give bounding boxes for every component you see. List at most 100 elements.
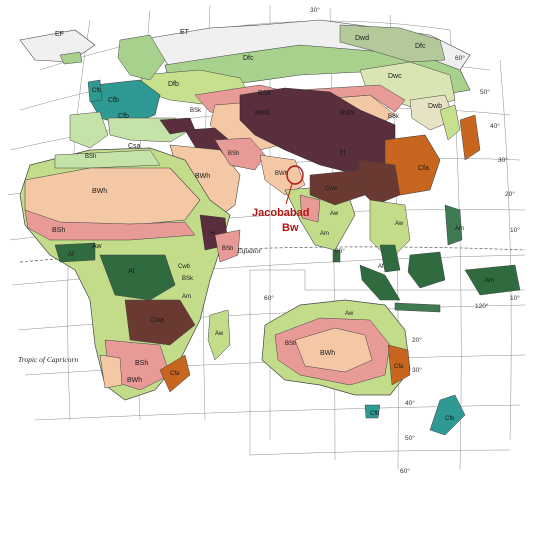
climate-label: BSk bbox=[182, 276, 194, 282]
climate-label: Am bbox=[455, 226, 464, 232]
lat-tick: 20° bbox=[412, 336, 422, 344]
climate-label: BSh bbox=[135, 360, 148, 367]
region-bsh-sahel bbox=[24, 209, 196, 241]
jacobabad-label: Jacobabad bbox=[252, 207, 309, 219]
region-csa-north-africa bbox=[54, 149, 161, 169]
region-scandinavia bbox=[117, 34, 166, 81]
climate-label: BSh bbox=[228, 151, 239, 157]
climate-label: ET bbox=[180, 29, 190, 36]
climate-label: Am bbox=[182, 294, 191, 300]
lat-tick: 40° bbox=[405, 399, 415, 407]
region-bsh-horn bbox=[214, 229, 241, 263]
climate-label: BWk bbox=[255, 110, 270, 117]
region-tasmania bbox=[364, 404, 381, 419]
climate-label: Dwb bbox=[428, 103, 442, 110]
region-iceland bbox=[59, 51, 83, 65]
region-af-west bbox=[54, 242, 96, 263]
climate-label: BWk bbox=[340, 110, 355, 117]
climate-label: BSk bbox=[190, 108, 202, 114]
lat-tick: 60° bbox=[400, 467, 410, 475]
jacobabad-marker bbox=[286, 165, 304, 185]
climate-label: Af bbox=[128, 268, 135, 275]
region-bwh-australia bbox=[294, 327, 373, 373]
region-bsh-iran bbox=[214, 137, 266, 171]
lon-tick: 60° bbox=[264, 294, 274, 302]
equator-label: Equator bbox=[236, 246, 262, 255]
climate-label: Dwc bbox=[388, 73, 402, 80]
climate-label: BSk bbox=[258, 90, 271, 97]
climate-label: BWh bbox=[320, 350, 335, 357]
region-dwd-east bbox=[339, 24, 446, 63]
region-java bbox=[394, 302, 441, 313]
region-highland-anatolia bbox=[159, 117, 196, 135]
region-british-isles bbox=[87, 79, 103, 103]
climate-label: Cfb bbox=[92, 88, 102, 94]
region-cfa-east-australia bbox=[387, 344, 411, 386]
climate-label: Am bbox=[485, 278, 494, 284]
climate-label: BWh bbox=[275, 171, 288, 177]
climate-label: H bbox=[210, 230, 215, 237]
region-japan bbox=[459, 114, 481, 161]
climate-label: Aw bbox=[395, 221, 404, 227]
lat-tick: 60° bbox=[455, 54, 465, 62]
region-cwa-southern bbox=[124, 299, 196, 346]
region-india-bsh bbox=[299, 194, 321, 223]
lat-tick: 40° bbox=[490, 122, 500, 130]
jacobabad-pointer bbox=[285, 183, 293, 205]
climate-label: Dfb bbox=[168, 81, 179, 88]
region-cfa-sa bbox=[159, 354, 191, 393]
climate-label: Cwa bbox=[325, 186, 338, 192]
region-new-zealand bbox=[429, 394, 466, 436]
lat-tick: 30° bbox=[498, 156, 508, 164]
jacobabad-climate: Bw bbox=[282, 222, 299, 234]
lat-tick: 30° bbox=[310, 6, 320, 14]
climate-label: EF bbox=[55, 31, 64, 38]
climate-label: Aw bbox=[92, 243, 103, 250]
climate-label: Cfa bbox=[170, 371, 180, 377]
climate-label: Af bbox=[68, 252, 74, 258]
climate-label: BSh bbox=[285, 341, 296, 347]
lat-tick: 50° bbox=[480, 88, 490, 96]
region-sumatra bbox=[359, 264, 401, 301]
climate-label: BSh bbox=[52, 227, 65, 234]
climate-label: Cfb bbox=[370, 411, 380, 417]
lat-tick: 50° bbox=[405, 434, 415, 442]
lat-tick: 10° bbox=[510, 226, 520, 234]
climate-label: Cfb bbox=[108, 97, 119, 104]
region-madagascar bbox=[207, 309, 231, 361]
region-iberia bbox=[69, 111, 109, 149]
region-korea-japan bbox=[439, 104, 461, 141]
climate-label: Af bbox=[378, 264, 384, 270]
climate-label: Am bbox=[320, 231, 329, 237]
climate-label: BSh bbox=[85, 154, 96, 160]
region-sri-lanka bbox=[332, 249, 341, 263]
climate-label: Cfb bbox=[118, 113, 129, 120]
climate-label: Aw bbox=[330, 211, 339, 217]
climate-label: BSh bbox=[222, 246, 233, 252]
equator-line bbox=[19, 246, 526, 263]
region-malay bbox=[379, 244, 401, 273]
region-af-congo bbox=[99, 254, 176, 301]
climate-label: Cfb bbox=[445, 416, 455, 422]
region-india-cwa bbox=[309, 169, 366, 206]
lon-tick: 120° bbox=[475, 302, 489, 310]
region-bwh-sahara bbox=[24, 167, 201, 226]
climate-label: BWh bbox=[195, 173, 210, 180]
climate-label: Cwb bbox=[178, 264, 191, 270]
climate-label: Aw bbox=[345, 311, 354, 317]
climate-label: BWh bbox=[127, 377, 142, 384]
region-philippines bbox=[444, 204, 463, 246]
climate-label: Dfc bbox=[243, 55, 254, 62]
climate-label: Csa bbox=[128, 143, 141, 150]
climate-label: BSk bbox=[388, 114, 400, 120]
tropic-label: Tropic of Capricorn bbox=[18, 355, 78, 364]
climate-label: Cfa bbox=[418, 165, 429, 172]
region-borneo bbox=[407, 251, 446, 289]
lat-tick: 20° bbox=[505, 190, 515, 198]
climate-label: Cwa bbox=[150, 317, 164, 324]
region-new-guinea bbox=[464, 264, 521, 296]
climate-label: BWh bbox=[92, 188, 107, 195]
lat-tick: 10° bbox=[510, 294, 520, 302]
lat-tick: 30° bbox=[412, 366, 422, 374]
